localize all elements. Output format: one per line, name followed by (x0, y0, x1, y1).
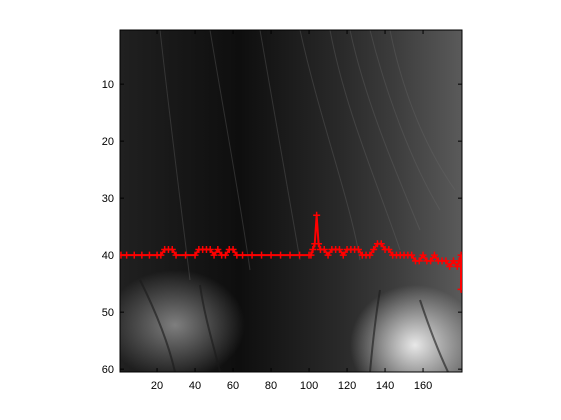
y-tick-label: 10 (102, 79, 114, 91)
data-point-marker (430, 251, 438, 259)
data-point-marker (138, 251, 146, 259)
data-point-marker (377, 240, 385, 248)
data-point-marker (296, 251, 304, 259)
x-tick-label: 40 (189, 380, 201, 392)
y-tick-label: 30 (102, 193, 114, 205)
x-tick-label: 140 (376, 380, 394, 392)
data-point-marker (123, 251, 131, 259)
data-point-marker (182, 251, 190, 259)
data-point-marker (385, 245, 393, 253)
y-tick-label: 60 (102, 364, 114, 376)
y-axis: 10 20 30 40 50 60 (102, 79, 462, 376)
data-point-marker (455, 257, 462, 265)
data-point-marker (191, 251, 199, 259)
data-point-marker (313, 211, 321, 219)
data-point-marker (457, 285, 462, 293)
data-point-marker (419, 251, 427, 259)
x-tick-label: 60 (227, 380, 239, 392)
data-point-marker (145, 251, 153, 259)
data-point-marker (286, 251, 294, 259)
data-point-marker (427, 257, 435, 265)
data-point-marker (442, 257, 450, 265)
x-tick-label: 20 (151, 380, 163, 392)
data-point-marker (324, 251, 332, 259)
data-point-marker (157, 251, 165, 259)
axes-box (119, 29, 463, 373)
data-point-marker (248, 251, 256, 259)
x-tick-label: 120 (338, 380, 356, 392)
data-point-marker (210, 251, 218, 259)
data-point-marker (309, 245, 317, 253)
data-point-marker (258, 251, 266, 259)
data-point-marker (315, 240, 323, 248)
data-point-marker (221, 251, 229, 259)
data-point-marker (366, 251, 374, 259)
data-point-marker (408, 251, 416, 259)
data-point-marker (354, 245, 362, 253)
x-tick-label: 100 (300, 380, 318, 392)
data-point-marker (214, 245, 222, 253)
data-point-marker (277, 251, 285, 259)
red-boundary-series (120, 211, 462, 293)
data-point-marker (320, 245, 328, 253)
data-point-marker (206, 245, 214, 253)
data-point-marker (130, 251, 138, 259)
data-point-marker (457, 251, 462, 259)
x-tick-label: 80 (265, 380, 277, 392)
data-point-marker (239, 251, 247, 259)
data-point-marker (168, 245, 176, 253)
data-point-marker (172, 251, 180, 259)
data-point-marker (370, 245, 378, 253)
y-tick-label: 50 (102, 307, 114, 319)
data-point-marker (339, 251, 347, 259)
y-tick-label: 20 (102, 136, 114, 148)
y-tick-label: 40 (102, 250, 114, 262)
data-point-marker (415, 257, 423, 265)
background-image (120, 30, 462, 372)
data-point-marker (335, 245, 343, 253)
data-point-marker (229, 245, 237, 253)
x-tick-label: 160 (414, 380, 432, 392)
data-point-marker (457, 263, 462, 271)
data-point-marker (446, 263, 454, 271)
data-point-marker (267, 251, 275, 259)
data-point-marker (307, 251, 315, 259)
x-axis: 20 40 60 80 100 120 140 160 (151, 30, 432, 392)
